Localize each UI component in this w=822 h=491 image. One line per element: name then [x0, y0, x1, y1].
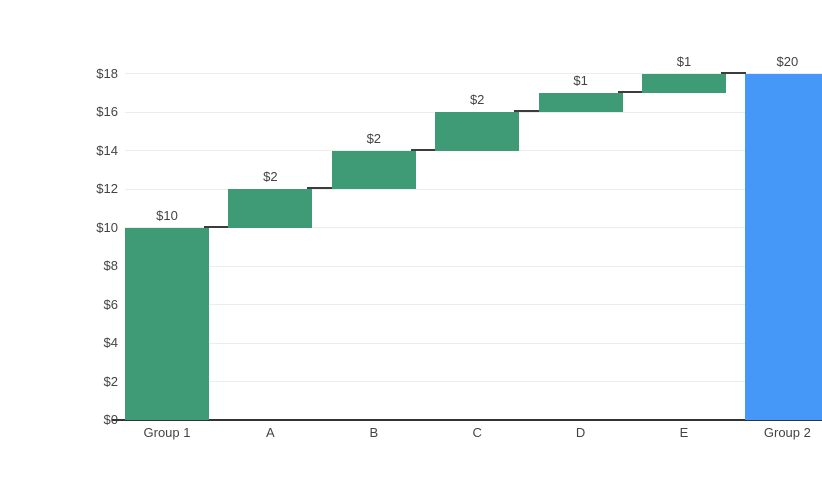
x-axis-label: E — [679, 425, 689, 440]
connector-line — [617, 90, 643, 93]
y-axis-label: $16 — [96, 104, 118, 119]
y-axis-label: $6 — [103, 296, 118, 312]
gridline — [125, 304, 822, 305]
gridline — [125, 227, 822, 228]
y-axis-label: $8 — [103, 258, 118, 273]
gridline — [125, 381, 822, 382]
y-axis-label: $12 — [96, 181, 118, 196]
x-axis-label: C — [472, 425, 482, 440]
bar-c — [435, 112, 520, 151]
bar-b — [331, 150, 416, 189]
y-axis-label: $10 — [96, 219, 118, 235]
gridline — [125, 73, 822, 74]
bar-value-label: $20 — [776, 53, 799, 69]
y-axis-label: $4 — [103, 335, 118, 350]
bar-value-label: $2 — [469, 92, 485, 107]
bar-e — [642, 73, 726, 93]
bar-group-2 — [745, 73, 822, 420]
waterfall-chart: $0 $2 $4 $6 $8 $10 $12 $14 $16 $18 $10 Group 1 $2 A $2… — [40, 16, 822, 475]
bar-a — [228, 189, 313, 228]
gridline — [125, 265, 822, 267]
connector-line — [204, 225, 230, 228]
bar-value-label: $10 — [156, 207, 178, 223]
x-axis-label: D — [575, 425, 586, 440]
connector-line — [514, 110, 540, 112]
gridline — [125, 188, 822, 190]
bar-value-label: $1 — [676, 53, 692, 69]
bar-d — [538, 92, 623, 112]
x-axis-line — [112, 419, 822, 421]
connector-line — [721, 71, 747, 74]
bar-group-1 — [125, 227, 209, 420]
x-axis-label: A — [266, 425, 275, 440]
x-axis-label: Group 1 — [143, 425, 191, 440]
x-axis-label: B — [369, 425, 379, 440]
bar-value-label: $1 — [573, 72, 588, 88]
y-axis-label: $18 — [96, 65, 118, 81]
bar-value-label: $2 — [263, 169, 278, 184]
connector-line — [410, 148, 437, 151]
y-axis-label: $2 — [103, 373, 118, 389]
y-axis-label: $0 — [103, 412, 118, 427]
gridline — [125, 150, 822, 151]
connector-line — [307, 187, 333, 189]
x-axis-label: Group 2 — [763, 425, 811, 440]
gridline — [125, 342, 822, 344]
y-axis-label: $14 — [96, 142, 118, 158]
bar-value-label: $2 — [366, 130, 382, 146]
